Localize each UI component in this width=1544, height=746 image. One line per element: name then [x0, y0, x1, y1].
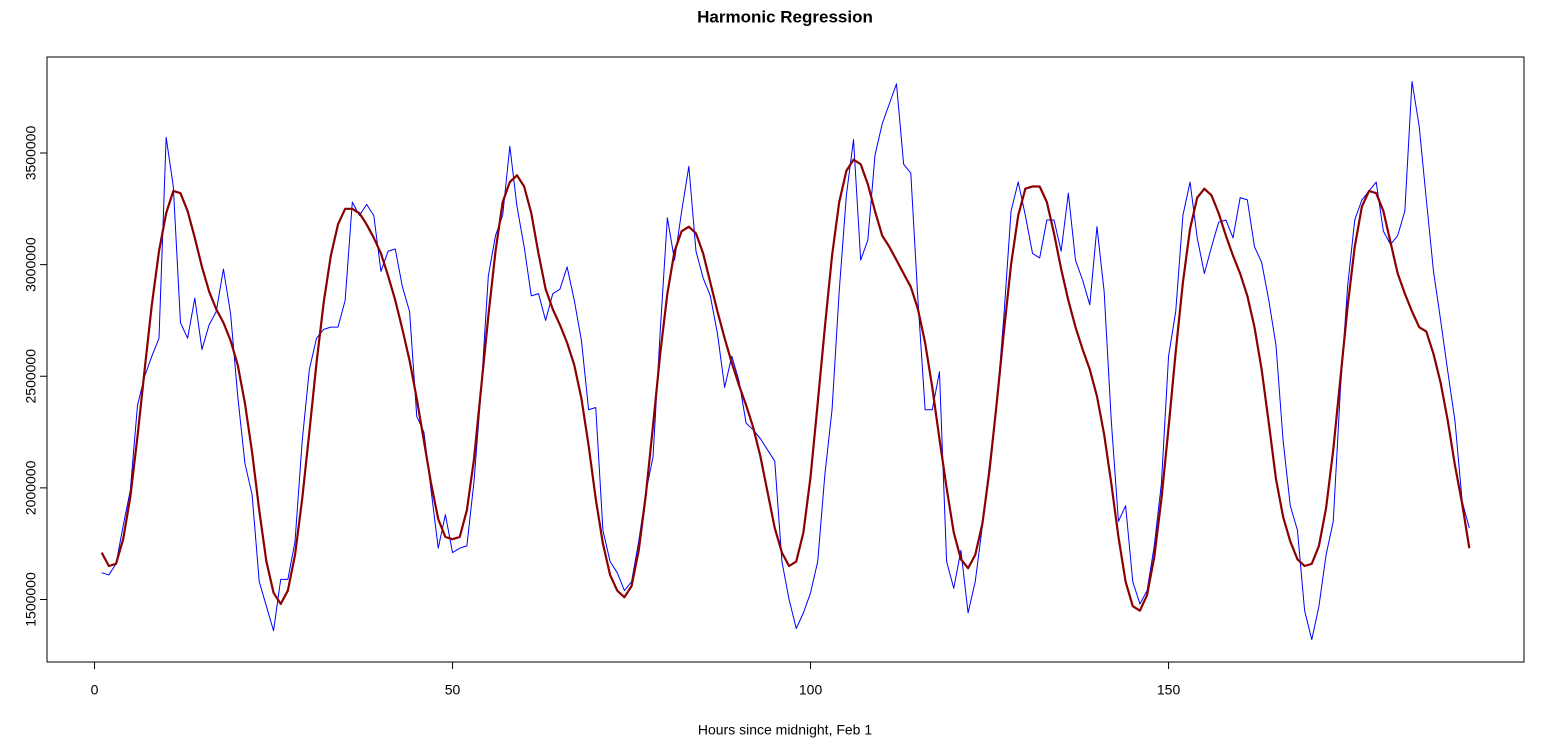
x-axis-label: Hours since midnight, Feb 1 — [698, 722, 873, 738]
x-tick-label: 150 — [1157, 682, 1181, 698]
x-tick-label: 100 — [799, 682, 823, 698]
y-tick-label: 2000000 — [23, 460, 39, 515]
y-tick-label: 1500000 — [23, 572, 39, 627]
y-tick-label: 3000000 — [23, 237, 39, 292]
series-line — [101, 81, 1470, 641]
x-tick-label: 50 — [445, 682, 461, 698]
y-tick-label: 3500000 — [23, 126, 39, 181]
y-tick-label: 2500000 — [23, 349, 39, 404]
chart-title: Harmonic Regression — [697, 7, 873, 26]
series-line — [100, 158, 1471, 612]
x-tick-label: 0 — [91, 682, 99, 698]
